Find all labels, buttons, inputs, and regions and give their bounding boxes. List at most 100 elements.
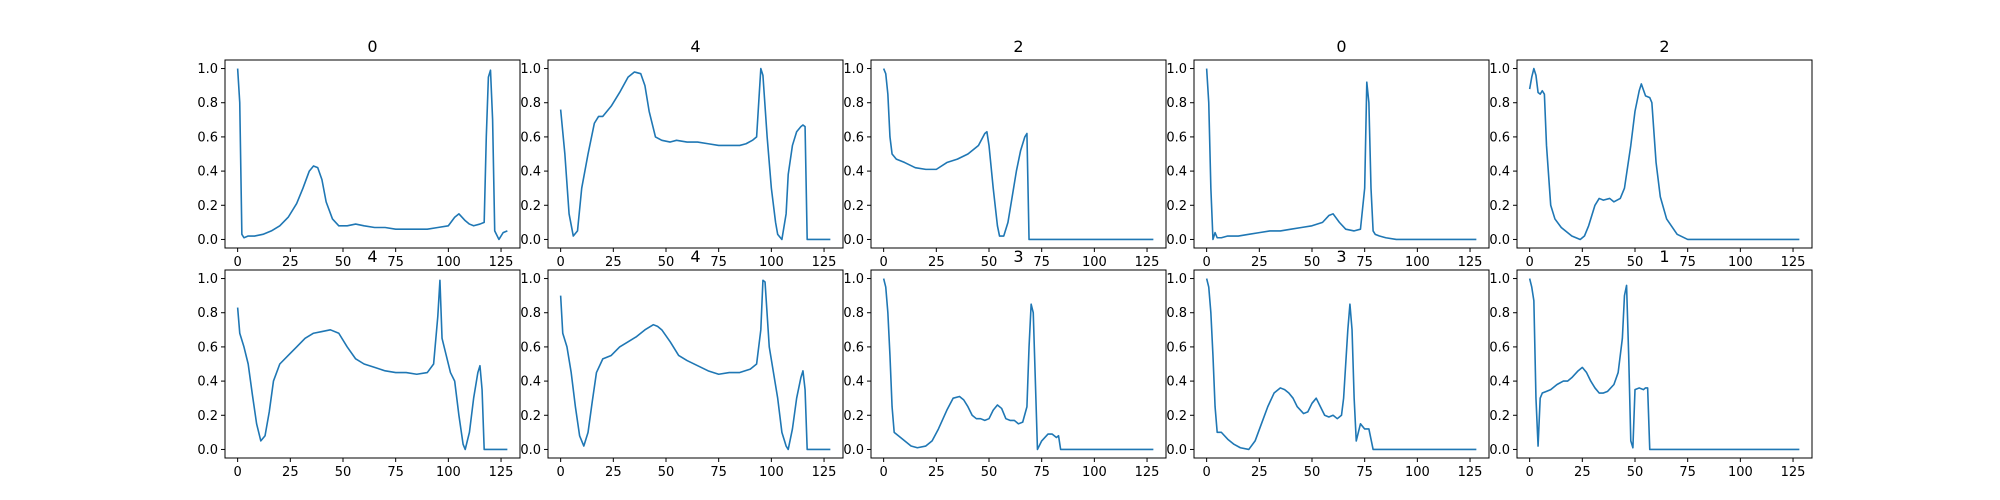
y-tick-label: 0.8 [520,306,541,321]
x-tick-label: 50 [1627,255,1644,270]
subplot-title: 4 [690,37,700,56]
series-line [1528,278,1800,451]
x-tick-label: 0 [234,255,242,270]
x-tick-label: 100 [759,465,784,480]
x-tick-label: 100 [436,465,461,480]
x-tick-label: 0 [880,255,888,270]
x-tick-label: 75 [710,465,727,480]
y-tick-label: 0.2 [1489,409,1510,424]
subplot-title: 1 [1659,247,1669,266]
x-tick-label: 75 [710,255,727,270]
subplot-8: 3 0 25 50 75 100 125 0.0 0.2 0.4 0.6 0.8 1.0 [843,247,1167,480]
y-tick-label: 0.4 [520,165,541,180]
subplot-6: 4 0 25 50 75 100 125 0.0 0.2 0.4 0.6 0.8 1.0 [197,247,521,480]
x-tick-label: 75 [1679,465,1696,480]
series-line [559,279,831,451]
x-tick-label: 25 [1574,465,1591,480]
x-tick-label: 25 [282,255,299,270]
x-tick-label: 25 [605,465,622,480]
series-line [1528,67,1800,241]
y-tick-label: 0.0 [1166,233,1187,248]
y-tick-label: 1.0 [520,62,541,77]
y-tick-label: 0.4 [843,375,864,390]
y-tick-label: 0.6 [197,340,218,355]
x-tick-label: 125 [489,465,514,480]
subplot-title: 0 [1336,37,1346,56]
x-tick-label: 75 [1033,255,1050,270]
y-tick-label: 0.2 [1489,199,1510,214]
x-tick-label: 100 [1405,465,1430,480]
y-tick-label: 0.4 [520,375,541,390]
y-tick-label: 0.6 [1489,340,1510,355]
y-tick-label: 0.0 [843,443,864,458]
y-tick-label: 0.6 [197,130,218,145]
x-tick-label: 25 [928,465,945,480]
y-tick-label: 0.4 [1489,375,1510,390]
y-tick-label: 0.4 [197,165,218,180]
x-tick-label: 50 [335,255,352,270]
y-tick-label: 0.4 [1489,165,1510,180]
y-tick-label: 1.0 [843,272,864,287]
x-tick-label: 100 [1405,255,1430,270]
subplot-10: 1 0 25 50 75 100 125 0.0 0.2 0.4 0.6 0.8 1.0 [1489,247,1813,480]
y-tick-label: 0.0 [197,233,218,248]
x-tick-label: 50 [981,465,998,480]
y-tick-label: 0.6 [520,340,541,355]
y-tick-label: 1.0 [1489,62,1510,77]
y-tick-label: 0.2 [197,409,218,424]
series-line [236,279,508,451]
y-tick-label: 0.8 [197,96,218,111]
y-tick-label: 0.2 [843,409,864,424]
y-tick-label: 0.8 [1489,306,1510,321]
x-tick-label: 125 [1135,465,1160,480]
x-tick-label: 50 [1304,255,1321,270]
subplot-2: 4 0 25 50 75 100 125 0.0 0.2 0.4 0.6 0.8 1.0 [520,37,844,270]
y-tick-label: 0.8 [843,306,864,321]
subplot-title: 4 [690,247,700,266]
subplot-title: 2 [1659,37,1669,56]
plot-frame [547,269,844,459]
x-tick-label: 0 [1203,255,1211,270]
x-tick-label: 0 [1203,465,1211,480]
y-tick-label: 1.0 [197,272,218,287]
y-tick-label: 0.6 [1489,130,1510,145]
y-tick-label: 0.2 [843,199,864,214]
series-line [559,67,831,241]
y-tick-label: 0.2 [1166,199,1187,214]
subplot-title: 4 [367,247,377,266]
subplot-title: 2 [1013,37,1023,56]
y-tick-label: 1.0 [843,62,864,77]
x-tick-label: 50 [1304,465,1321,480]
series-line [236,68,508,241]
plot-frame [1516,269,1813,459]
y-tick-label: 0.8 [1166,96,1187,111]
y-tick-label: 1.0 [520,272,541,287]
x-tick-label: 50 [658,255,675,270]
x-tick-label: 75 [1356,465,1373,480]
x-tick-label: 0 [880,465,888,480]
y-tick-label: 0.2 [1166,409,1187,424]
y-tick-label: 0.6 [1166,130,1187,145]
y-tick-label: 0.8 [1489,96,1510,111]
x-tick-label: 75 [1356,255,1373,270]
x-tick-label: 50 [335,465,352,480]
x-tick-label: 125 [489,255,514,270]
y-tick-label: 0.0 [520,233,541,248]
x-tick-label: 125 [1781,465,1806,480]
y-tick-label: 0.2 [197,199,218,214]
x-tick-label: 100 [1082,255,1107,270]
y-tick-label: 0.4 [1166,375,1187,390]
y-tick-label: 0.0 [843,233,864,248]
x-tick-label: 0 [1526,465,1534,480]
y-tick-label: 0.0 [1166,443,1187,458]
x-tick-label: 100 [1728,255,1753,270]
y-tick-label: 0.8 [1166,306,1187,321]
y-tick-label: 1.0 [1166,272,1187,287]
series-line [882,278,1154,451]
x-tick-label: 100 [1728,465,1753,480]
y-tick-label: 0.2 [520,409,541,424]
y-tick-label: 1.0 [1489,272,1510,287]
x-tick-label: 125 [812,465,837,480]
y-tick-label: 0.4 [843,165,864,180]
x-tick-label: 125 [1458,465,1483,480]
